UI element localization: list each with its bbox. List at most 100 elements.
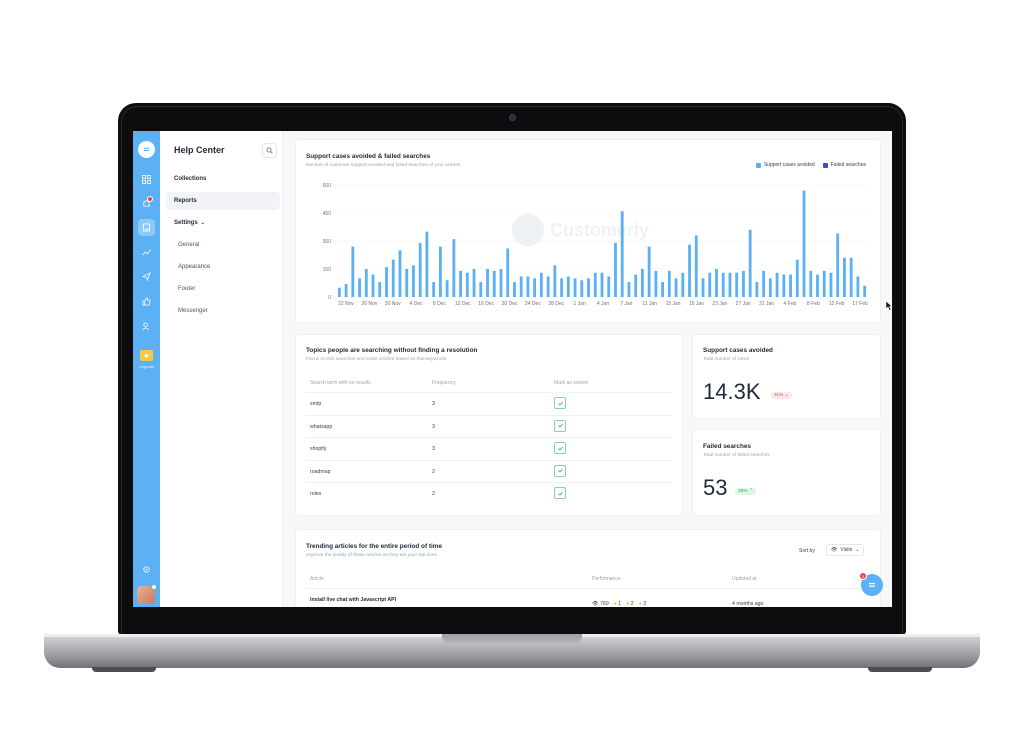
bar[interactable] [816,274,819,297]
chat-launcher-button[interactable] [861,574,883,596]
legend-item-failed[interactable]: Failed searches [822,162,866,168]
bar[interactable] [472,269,476,297]
bar[interactable] [735,272,739,297]
bar[interactable] [607,276,611,297]
users-icon[interactable] [138,318,155,335]
bar[interactable] [351,246,355,297]
gear-icon[interactable] [138,561,155,578]
bar[interactable] [526,276,530,297]
bar[interactable] [849,257,853,297]
bar[interactable] [519,276,523,297]
sidebar-item-settings[interactable]: Settings ⌄ [166,214,280,232]
bar[interactable] [358,278,361,297]
bar[interactable] [843,257,846,297]
search-icon[interactable] [262,143,277,158]
bar[interactable] [385,267,388,297]
sidebar-item-general[interactable]: General [166,236,280,254]
bar[interactable] [553,265,557,297]
bar[interactable] [762,270,766,297]
bar[interactable] [627,282,631,297]
bar[interactable] [647,246,651,297]
bar[interactable] [405,269,409,297]
bar[interactable] [640,269,644,297]
bar[interactable] [391,259,395,297]
bar[interactable] [654,270,658,297]
bar[interactable] [775,272,779,297]
bar[interactable] [701,278,705,297]
bar[interactable] [378,282,382,297]
bar[interactable] [499,269,503,297]
bar[interactable] [863,285,867,297]
bar[interactable] [768,278,772,297]
bar[interactable] [688,244,691,297]
bar[interactable] [432,282,436,297]
bar[interactable] [674,278,678,297]
bar[interactable] [667,270,671,297]
sidebar-item-appearance[interactable]: Appearance [166,258,280,276]
bar[interactable] [418,242,422,297]
bar[interactable] [809,270,813,297]
bar[interactable] [728,272,732,297]
bar[interactable] [715,269,718,297]
bar[interactable] [620,211,624,297]
sidebar-item-collections[interactable]: Collections [166,170,280,188]
bar[interactable] [681,272,685,297]
bar[interactable] [560,278,564,297]
bar[interactable] [721,272,725,297]
sidebar-item-footer[interactable]: Footer [166,280,280,298]
bar[interactable] [782,274,786,297]
bar[interactable] [465,272,469,297]
bar[interactable] [412,265,415,297]
bar[interactable] [398,250,402,297]
sidebar-item-messenger[interactable]: Messenger [166,302,280,320]
thumb-up-icon[interactable] [138,293,155,310]
bar[interactable] [742,270,745,297]
chart-trend-icon[interactable] [138,244,155,261]
book-icon[interactable] [138,219,155,236]
legend-item-avoided[interactable]: Support cases avoided [755,162,815,168]
bar[interactable] [789,274,792,297]
bar[interactable] [492,270,496,297]
sort-select[interactable]: 👁 Visits ⌄ [826,544,865,556]
trending-article-title[interactable]: Install live chat with Javascript API [310,597,397,603]
bar[interactable] [587,278,590,297]
rocket-icon[interactable]: ★ [140,350,153,361]
sidebar-item-reports[interactable]: Reports [166,192,280,210]
bar[interactable] [533,278,537,297]
bar[interactable] [425,231,429,297]
bar[interactable] [546,276,550,297]
bar[interactable] [452,239,456,297]
mark-solved-checkbox[interactable] [554,442,566,454]
bar[interactable] [755,282,759,297]
bar[interactable] [580,280,584,297]
bar[interactable] [344,283,348,297]
bar[interactable] [829,272,833,297]
bar[interactable] [708,272,712,297]
mark-solved-checkbox[interactable] [554,397,566,409]
send-icon[interactable] [138,268,155,285]
dashboard-grid-icon[interactable] [138,171,155,188]
bar[interactable] [486,269,489,297]
notification-icon[interactable] [138,195,155,212]
bar[interactable] [371,274,375,297]
bar[interactable] [593,272,597,297]
bar[interactable] [634,274,638,297]
bar[interactable] [614,242,617,297]
bar[interactable] [337,287,341,297]
bar[interactable] [364,269,368,297]
bar[interactable] [600,272,604,297]
bar[interactable] [566,276,570,297]
mark-solved-checkbox[interactable] [554,419,566,432]
bar[interactable] [748,229,752,297]
bar[interactable] [573,278,577,297]
bar[interactable] [802,190,806,297]
avatar[interactable] [137,584,157,604]
bar[interactable] [459,270,462,297]
mark-solved-checkbox[interactable] [554,487,566,499]
bar[interactable] [479,282,483,297]
bar[interactable] [506,248,510,297]
bar[interactable] [661,282,665,297]
upgrade-label[interactable]: Upgrade [138,364,155,369]
bar[interactable] [438,246,442,297]
bar[interactable] [513,282,516,297]
